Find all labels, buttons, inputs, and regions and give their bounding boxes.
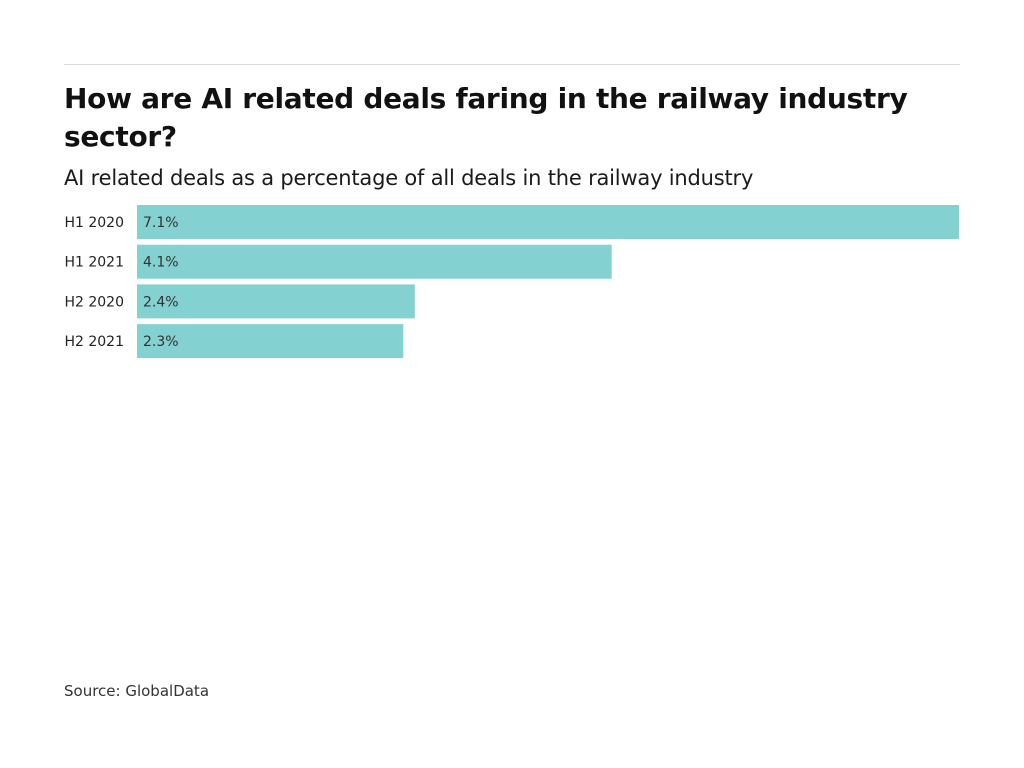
value-label: 2.3% (143, 334, 179, 350)
bar-h2-2021 (137, 324, 404, 359)
category-label: H1 2020 (64, 215, 124, 231)
chart-subtitle: AI related deals as a percentage of all … (64, 166, 754, 190)
value-label: 2.4% (143, 294, 179, 310)
source-note: Source: GlobalData (64, 682, 210, 700)
bar-h2-2020 (137, 284, 415, 319)
value-label: 7.1% (143, 215, 179, 231)
bar-h1-2020 (137, 205, 959, 239)
bar-h1-2021 (137, 244, 612, 279)
category-label: H1 2021 (64, 255, 124, 271)
top-divider (64, 64, 960, 65)
chart-title: How are AI related deals faring in the r… (64, 82, 908, 153)
value-label: 4.1% (143, 255, 179, 271)
category-label: H2 2021 (64, 334, 124, 350)
category-label: H2 2020 (64, 294, 124, 310)
